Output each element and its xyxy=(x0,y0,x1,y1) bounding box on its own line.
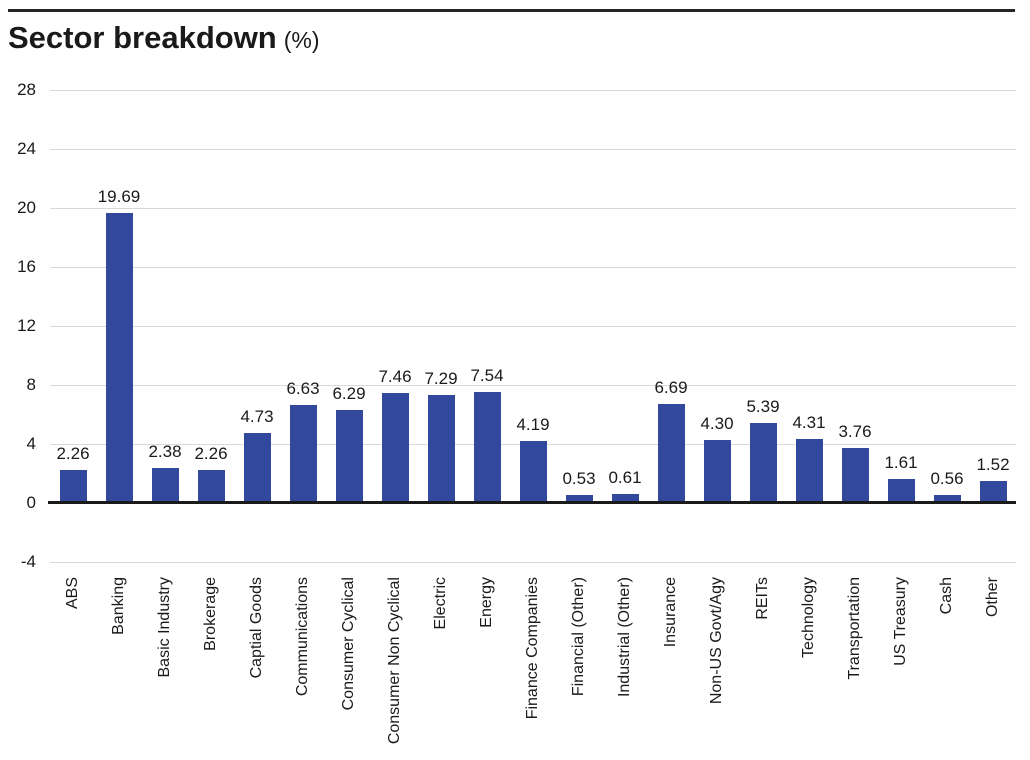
x-category-label: Consumer Cyclical xyxy=(340,577,357,711)
bar-value-label: 2.26 xyxy=(194,443,228,463)
chart-title-main: Sector breakdown xyxy=(8,20,277,55)
bar-value-label: 3.76 xyxy=(838,421,872,441)
bar xyxy=(335,409,363,503)
bar-value-label: 4.19 xyxy=(516,414,550,434)
y-tick-label: 12 xyxy=(17,315,36,335)
bar-value-label: 2.38 xyxy=(148,441,182,461)
bar xyxy=(243,432,271,503)
bar xyxy=(565,494,593,503)
x-category-label: US Treasury xyxy=(892,577,909,666)
gridline xyxy=(50,266,1016,268)
bar-value-label: 6.29 xyxy=(332,383,366,403)
gridline xyxy=(50,384,1016,386)
x-category-label: Non-US Govt/Agy xyxy=(708,577,725,705)
bar xyxy=(151,467,179,503)
bar xyxy=(427,394,455,503)
bar xyxy=(381,392,409,503)
x-category-label: Captial Goods xyxy=(248,577,265,679)
bar xyxy=(933,494,961,503)
bar-value-label: 0.56 xyxy=(930,468,964,488)
y-tick-label: 28 xyxy=(17,79,36,99)
x-category-label: Finance Companies xyxy=(524,577,541,720)
bar-value-label: 1.61 xyxy=(884,452,918,472)
bar xyxy=(197,469,225,503)
gridline xyxy=(50,148,1016,150)
x-category-label: REITs xyxy=(754,577,771,620)
bar-value-label: 2.26 xyxy=(56,443,90,463)
y-tick-label: 24 xyxy=(17,138,36,158)
x-category-label: Basic Industry xyxy=(156,577,173,678)
bar xyxy=(657,403,685,503)
bar xyxy=(473,391,501,503)
bar xyxy=(105,212,133,503)
bar-value-label: 1.52 xyxy=(976,454,1010,474)
x-category-label: Energy xyxy=(478,577,495,628)
bar xyxy=(289,404,317,503)
bar xyxy=(979,480,1007,503)
gridline xyxy=(50,89,1016,91)
bar-value-label: 19.69 xyxy=(97,186,141,206)
x-category-label: Transportation xyxy=(846,577,863,680)
bar-value-label: 5.39 xyxy=(746,396,780,416)
x-category-label: Technology xyxy=(800,577,817,658)
bar-value-label: 0.53 xyxy=(562,468,596,488)
chart-title: Sector breakdown (%) xyxy=(8,20,320,56)
x-category-label: Communications xyxy=(294,577,311,697)
x-category-label: Consumer Non Cyclical xyxy=(386,577,403,745)
y-tick-label: 4 xyxy=(26,433,36,453)
x-category-label: Financial (Other) xyxy=(570,577,587,697)
bar-value-label: 6.63 xyxy=(286,378,320,398)
gridline xyxy=(50,561,1016,563)
bar xyxy=(749,422,777,503)
bar-value-label: 7.29 xyxy=(424,368,458,388)
bar xyxy=(59,469,87,503)
gridline xyxy=(50,207,1016,209)
bar-value-label: 4.30 xyxy=(700,413,734,433)
x-axis-zero-line xyxy=(48,501,1016,504)
x-category-label: Banking xyxy=(110,577,127,635)
y-tick-label: 8 xyxy=(26,374,36,394)
bar-value-label: 4.31 xyxy=(792,412,826,432)
bar xyxy=(795,438,823,503)
x-category-label: Insurance xyxy=(662,577,679,648)
x-category-label: ABS xyxy=(64,577,81,610)
y-tick-label: 0 xyxy=(26,492,36,512)
chart-title-unit: (%) xyxy=(283,27,320,53)
x-category-label: Industrial (Other) xyxy=(616,577,633,698)
x-category-label: Other xyxy=(984,577,1001,618)
bar xyxy=(887,478,915,503)
x-category-label: Cash xyxy=(938,577,955,615)
top-rule xyxy=(8,9,1015,12)
bar-value-label: 7.46 xyxy=(378,366,412,386)
x-category-label: Brokerage xyxy=(202,577,219,651)
y-tick-label: -4 xyxy=(20,551,36,571)
x-category-label: Electric xyxy=(432,577,449,630)
bar xyxy=(611,493,639,503)
bar xyxy=(519,440,547,503)
bar-value-label: 4.73 xyxy=(240,406,274,426)
gridline xyxy=(50,325,1016,327)
y-tick-label: 16 xyxy=(17,256,36,276)
bar xyxy=(703,439,731,503)
bar-value-label: 0.61 xyxy=(608,467,642,487)
bar xyxy=(841,447,869,503)
bar-value-label: 6.69 xyxy=(654,377,688,397)
y-tick-label: 20 xyxy=(17,197,36,217)
bar-value-label: 7.54 xyxy=(470,365,504,385)
